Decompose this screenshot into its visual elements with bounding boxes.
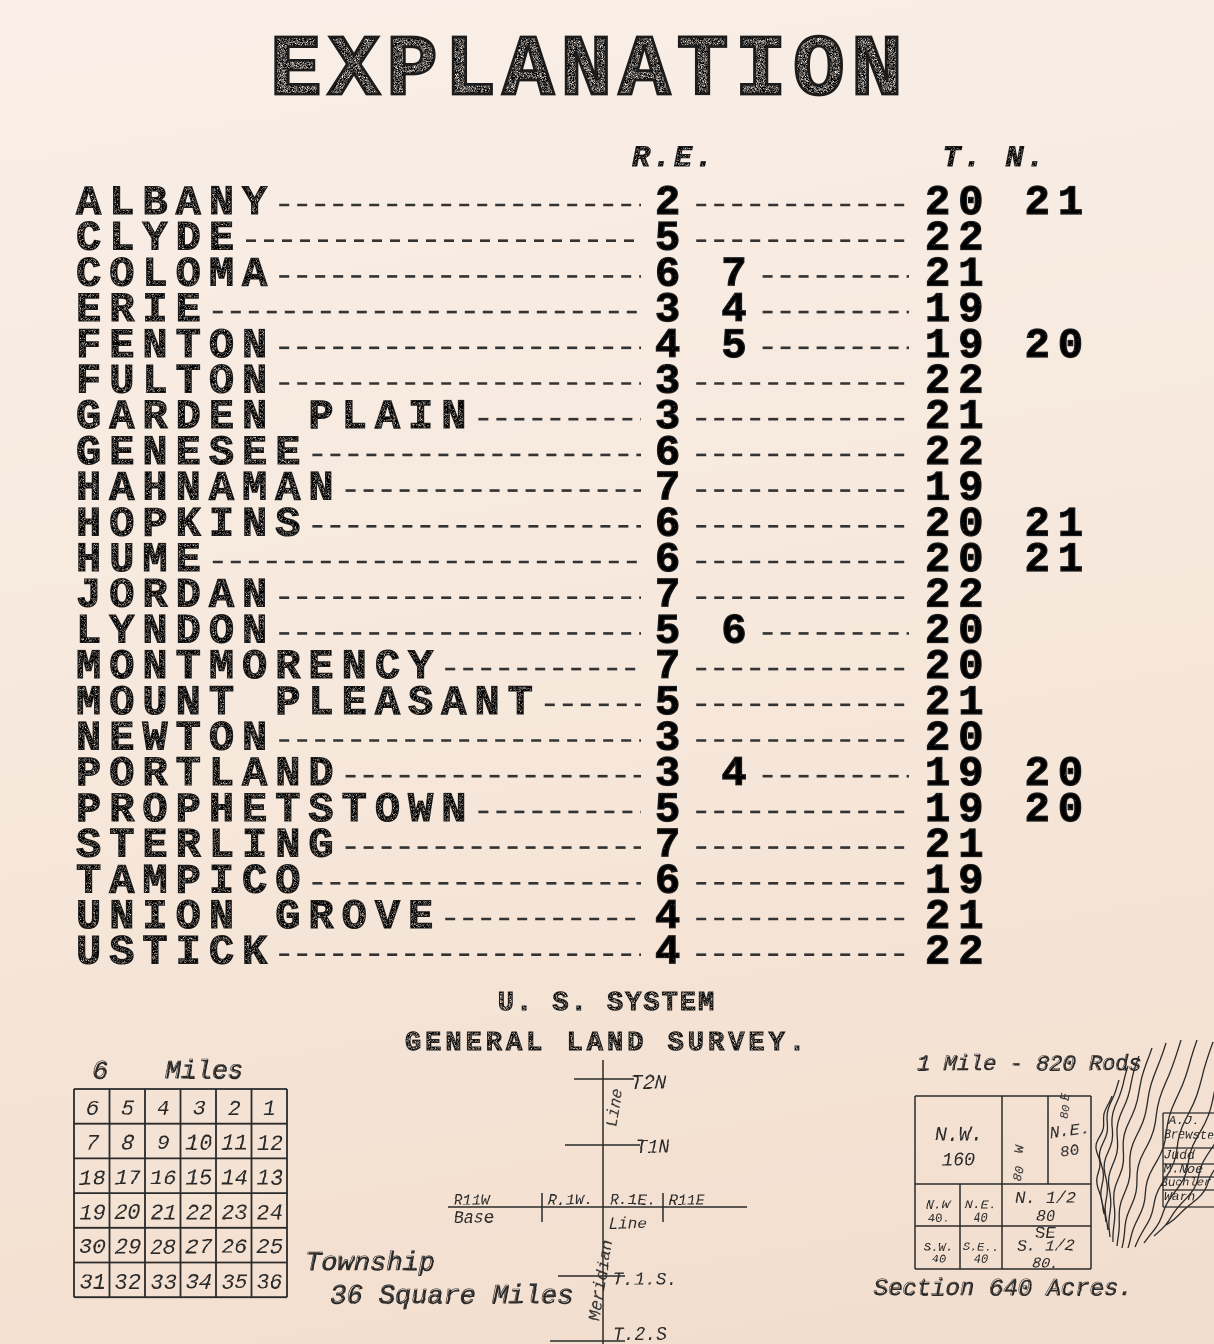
svg-text:40: 40 <box>931 1252 945 1266</box>
svg-text:U. S. SYSTEM: U. S. SYSTEM <box>498 989 716 1019</box>
svg-text:M.Noe: M.Noe <box>1163 1161 1202 1176</box>
svg-text:80: 80 <box>1010 1165 1028 1183</box>
svg-text:USTICK: USTICK <box>76 929 275 977</box>
svg-text:R11E: R11E <box>668 1192 705 1209</box>
svg-text:T1N: T1N <box>635 1136 670 1158</box>
svg-text:T.1.S.: T.1.S. <box>612 1270 677 1290</box>
svg-text:31: 31 <box>79 1270 105 1295</box>
svg-text:34: 34 <box>185 1270 211 1295</box>
svg-text:15: 15 <box>185 1166 211 1191</box>
svg-text:Township: Township <box>305 1249 435 1279</box>
svg-text:Judd: Judd <box>1163 1147 1194 1162</box>
svg-text:T.2.S: T.2.S <box>612 1325 666 1344</box>
svg-text:2: 2 <box>227 1096 240 1121</box>
svg-text:28: 28 <box>150 1235 176 1260</box>
svg-text:8: 8 <box>121 1131 134 1156</box>
svg-text:Section 640 Acres.: Section 640 Acres. <box>873 1276 1132 1303</box>
svg-text:1 Mile - 820 Rods: 1 Mile - 820 Rods <box>917 1052 1141 1077</box>
svg-text:Brewster: Brewster <box>1163 1128 1214 1142</box>
svg-text:40: 40 <box>973 1252 987 1266</box>
svg-text:20: 20 <box>114 1200 140 1225</box>
svg-text:80: 80 <box>1035 1207 1055 1225</box>
svg-text:40.: 40. <box>927 1211 949 1225</box>
svg-text:Line: Line <box>608 1215 646 1233</box>
svg-text:35: 35 <box>221 1270 247 1295</box>
svg-text:Warn: Warn <box>1163 1189 1194 1204</box>
svg-text:25: 25 <box>256 1235 282 1260</box>
svg-text:N.E.: N.E. <box>964 1197 995 1212</box>
svg-text:26: 26 <box>221 1235 247 1260</box>
svg-text:36: 36 <box>256 1270 282 1295</box>
svg-text:R.1W.: R.1W. <box>547 1192 592 1209</box>
svg-text:A.J.: A.J. <box>1167 1113 1199 1128</box>
svg-text:19: 19 <box>79 1200 105 1225</box>
svg-text:3: 3 <box>192 1096 205 1121</box>
svg-text:4: 4 <box>156 1096 169 1121</box>
svg-text:12: 12 <box>256 1131 282 1156</box>
svg-text:21: 21 <box>150 1200 176 1225</box>
svg-text:EXPLANATION: EXPLANATION <box>270 22 909 120</box>
svg-text:R.E.: R.E. <box>632 142 716 176</box>
svg-text:9: 9 <box>156 1131 169 1156</box>
svg-text:Base: Base <box>453 1209 494 1228</box>
svg-text:N. 1/2: N. 1/2 <box>1014 1189 1075 1208</box>
svg-text:5: 5 <box>121 1096 134 1121</box>
svg-text:11: 11 <box>221 1131 247 1156</box>
svg-text:6: 6 <box>92 1056 108 1086</box>
svg-text:6: 6 <box>85 1096 98 1121</box>
svg-text:E: E <box>1058 1092 1073 1102</box>
svg-text:80: 80 <box>1059 1141 1081 1162</box>
svg-text:36 Square Miles: 36 Square Miles <box>330 1282 573 1312</box>
svg-text:GENERAL LAND SURVEY.: GENERAL LAND SURVEY. <box>405 1029 809 1059</box>
svg-text:40: 40 <box>973 1211 987 1225</box>
svg-text:T2N: T2N <box>630 1072 666 1095</box>
svg-text:23: 23 <box>221 1200 247 1225</box>
svg-text:N.E.: N.E. <box>1048 1119 1091 1143</box>
svg-text:10: 10 <box>185 1131 211 1156</box>
svg-text:80.: 80. <box>1031 1255 1058 1272</box>
svg-text:R.1E.: R.1E. <box>610 1192 655 1209</box>
svg-text:4: 4 <box>655 929 688 977</box>
svg-text:24: 24 <box>256 1200 282 1225</box>
svg-text:1: 1 <box>263 1096 276 1121</box>
svg-text:7: 7 <box>85 1131 99 1156</box>
svg-text:80: 80 <box>1057 1104 1073 1121</box>
svg-text:N.W.: N.W. <box>934 1124 982 1147</box>
svg-text:160: 160 <box>941 1149 975 1171</box>
svg-text:29: 29 <box>114 1235 140 1260</box>
svg-text:16: 16 <box>150 1166 176 1191</box>
svg-text:32: 32 <box>114 1270 140 1295</box>
svg-text:27: 27 <box>185 1235 212 1260</box>
svg-text:Miles: Miles <box>165 1056 243 1086</box>
svg-text:14: 14 <box>221 1166 247 1191</box>
svg-text:17: 17 <box>114 1166 141 1191</box>
svg-text:N.W: N.W <box>926 1197 951 1212</box>
svg-text:22: 22 <box>925 929 991 977</box>
svg-text:22: 22 <box>185 1200 211 1225</box>
svg-text:W: W <box>1010 1143 1026 1154</box>
svg-text:Buchler: Buchler <box>1160 1175 1210 1189</box>
svg-text:R11W: R11W <box>453 1192 491 1209</box>
svg-text:18: 18 <box>79 1166 105 1191</box>
svg-text:33: 33 <box>150 1270 176 1295</box>
svg-text:S. 1/2: S. 1/2 <box>1016 1237 1074 1255</box>
svg-text:13: 13 <box>256 1166 282 1191</box>
svg-text:Line: Line <box>602 1088 626 1129</box>
svg-text:T. N.: T. N. <box>942 142 1047 176</box>
svg-text:30: 30 <box>79 1235 105 1260</box>
